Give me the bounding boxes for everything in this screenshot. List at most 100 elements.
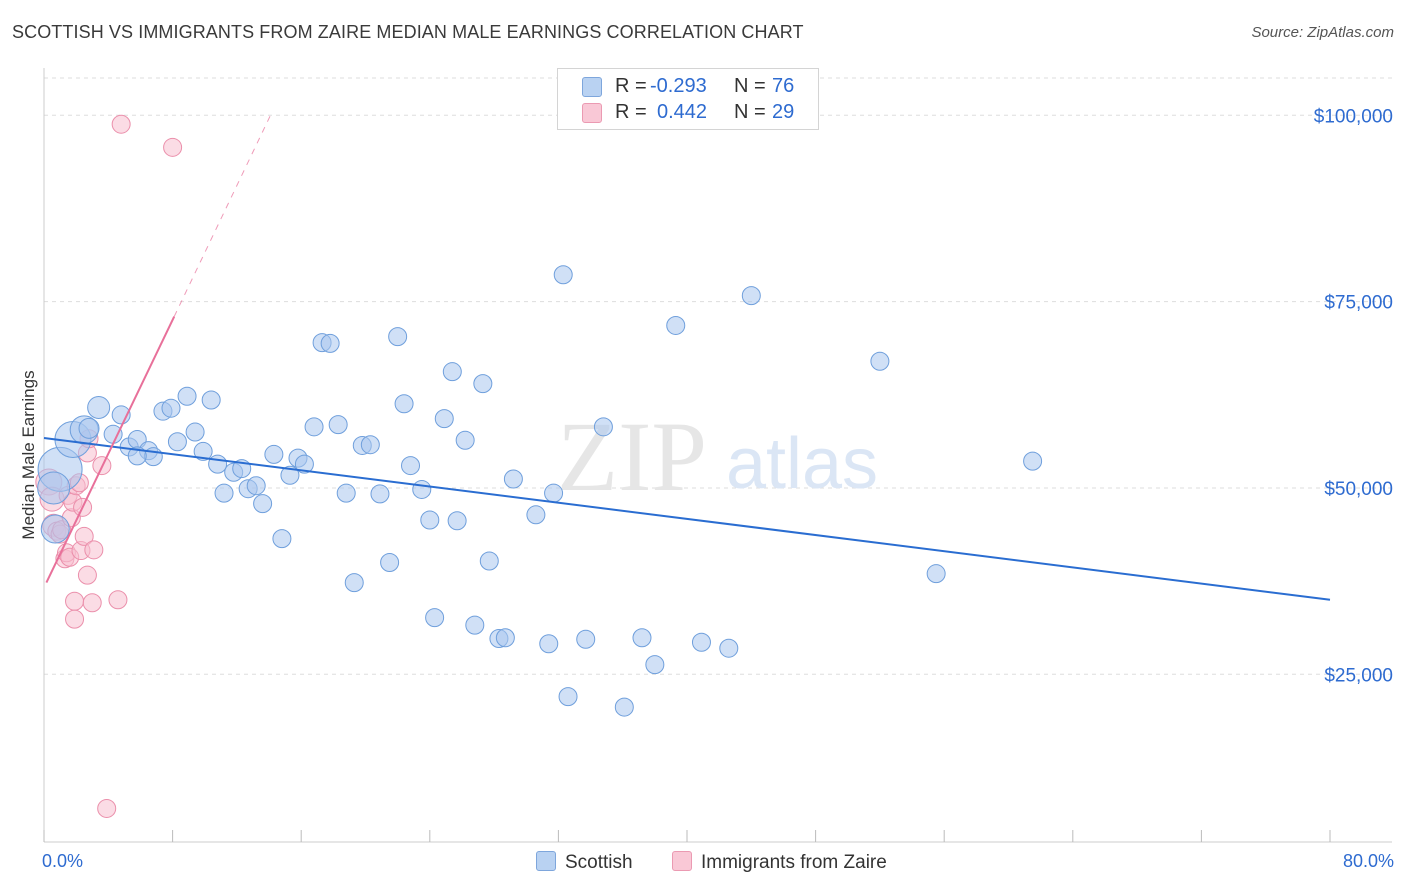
scottish-trend-line [43, 437, 1331, 601]
scottish-point-67 [645, 655, 665, 675]
legend-scottish-swatch [536, 851, 556, 871]
scottish-point-16 [177, 386, 197, 406]
zaire-point-27 [111, 114, 131, 134]
zaire-point-18 [74, 526, 94, 546]
y-tick-label-1: $50,000 [1324, 479, 1393, 500]
scottish-point-54 [479, 551, 499, 571]
scottish-point-5 [87, 395, 111, 419]
scottish-point-58 [526, 505, 546, 525]
y-tick-label-0: $25,000 [1324, 665, 1393, 686]
legend-item-zaire[interactable]: Immigrants from Zaire [672, 851, 887, 874]
zaire-point-20 [77, 565, 97, 585]
zaire-point-12 [65, 591, 85, 611]
scottish-point-26 [253, 494, 273, 514]
zaire-point-23 [84, 540, 104, 560]
scottish-point-56 [495, 628, 515, 648]
scottish-point-52 [465, 615, 485, 635]
zaire-r-label: R = [615, 101, 647, 123]
zaire-point-28 [163, 137, 183, 157]
scottish-point-61 [553, 265, 573, 285]
scottish-point-63 [576, 629, 596, 649]
scottish-point-48 [434, 409, 454, 429]
zaire-r-value: 0.442 [657, 101, 708, 123]
zaire-swatch [582, 103, 602, 123]
scottish-point-53 [473, 374, 493, 394]
scottish-point-45 [412, 479, 432, 499]
scottish-point-19 [201, 390, 221, 410]
zaire-trend-line [45, 316, 176, 584]
scottish-point-59 [539, 634, 559, 654]
y-axis-label: Median Male Earnings [19, 370, 38, 540]
scottish-point-41 [380, 552, 400, 572]
scottish-point-46 [420, 510, 440, 530]
scottish-point-35 [328, 415, 348, 435]
y-tick-labels: $25,000 $50,000 $75,000 $100,000 [1314, 106, 1393, 686]
trend-lines [43, 111, 1331, 601]
legend-scottish-label: Scottish [565, 852, 633, 873]
scottish-point-72 [870, 351, 890, 371]
scottish-point-40 [370, 484, 390, 504]
scottish-point-73 [926, 564, 946, 584]
legend-zaire-label: Immigrants from Zaire [701, 852, 887, 873]
scottish-point-6 [78, 417, 100, 439]
legend-item-scottish[interactable]: Scottish [536, 851, 633, 874]
scottish-point-44 [401, 456, 421, 476]
scottish-point-62 [558, 687, 578, 707]
scottish-point-70 [719, 638, 739, 658]
scottish-point-69 [691, 632, 711, 652]
zaire-point-26 [108, 590, 128, 610]
zaire-trend-extension [173, 111, 273, 317]
legend-zaire-swatch [672, 851, 692, 871]
scottish-point-36 [336, 483, 356, 503]
scottish-point-68 [666, 315, 686, 335]
scottish-r-label: R = [615, 75, 647, 97]
scottish-point-75 [127, 446, 147, 466]
y-tick-label-2: $75,000 [1324, 293, 1393, 314]
y-tick-label-3: $100,000 [1314, 106, 1393, 127]
stats-box: R = -0.293 N = 76 R = 0.442 N = 29 [557, 68, 819, 130]
zaire-n-value: 29 [772, 101, 795, 123]
scottish-point-31 [294, 454, 314, 474]
scottish-point-18 [193, 441, 213, 461]
scottish-n-label: N = [734, 75, 766, 97]
zaire-point-13 [65, 609, 85, 629]
zaire-n-label: N = [734, 101, 766, 123]
scottish-point-71 [741, 286, 761, 306]
series-scottish-points [37, 265, 1043, 717]
scottish-point-25 [246, 476, 266, 496]
scottish-n-value: 76 [772, 75, 795, 97]
zaire-point-22 [82, 593, 102, 613]
scottish-point-57 [503, 469, 523, 489]
scottish-point-2 [37, 471, 71, 505]
watermark-zip: ZIP [557, 401, 707, 512]
scottish-point-37 [344, 573, 364, 593]
scottish-r-value: -0.293 [650, 75, 707, 97]
scottish-point-43 [394, 394, 414, 414]
legend: Scottish Immigrants from Zaire [0, 849, 1406, 879]
scottish-point-47 [425, 608, 445, 628]
scottish-point-64 [593, 417, 613, 437]
scottish-point-7 [103, 424, 123, 444]
zaire-point-25 [97, 798, 117, 818]
scottish-point-15 [167, 432, 187, 452]
watermark-atlas: atlas [726, 424, 878, 504]
stats-row-scottish: R = -0.293 N = 76 [558, 74, 818, 100]
scottish-point-32 [304, 417, 324, 437]
x-tick-min: 0.0% [42, 851, 84, 871]
scottish-point-60 [544, 483, 564, 503]
scottish-point-20 [208, 454, 228, 474]
source-note: Source: ZipAtlas.com [1251, 24, 1394, 41]
axes [43, 68, 1392, 843]
chart-title: SCOTTISH VS IMMIGRANTS FROM ZAIRE MEDIAN… [12, 22, 804, 42]
scottish-point-49 [442, 362, 462, 382]
scottish-point-42 [388, 327, 408, 347]
scottish-point-39 [360, 435, 380, 455]
scottish-point-51 [455, 430, 475, 450]
scottish-point-14 [161, 398, 181, 418]
grid-lines [44, 77, 1392, 675]
scottish-point-29 [280, 465, 300, 485]
scottish-point-21 [214, 483, 234, 503]
scottish-swatch [582, 77, 602, 97]
scottish-point-34 [320, 333, 340, 353]
